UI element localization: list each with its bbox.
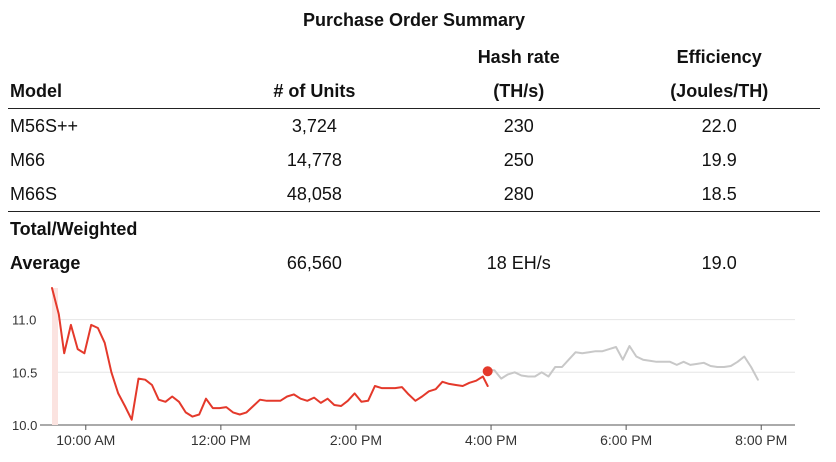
model-cell: M66S xyxy=(10,184,58,204)
total-label-line2: Average xyxy=(10,253,81,273)
units-cell: 48,058 xyxy=(286,184,342,204)
hash-rate-header: Hash rate xyxy=(477,47,560,67)
efficiency-cell: 22.0 xyxy=(701,116,737,136)
efficiency-unit-header: (Joules/TH) xyxy=(618,74,820,109)
header-row-1: Hash rate Efficiency xyxy=(8,40,820,74)
total-efficiency-cell: 19.0 xyxy=(701,253,737,273)
efficiency-cell: 19.9 xyxy=(701,150,737,170)
intraday-chart: 10.0 10.5 11.0 10:00 AM 12:00 PM 2:00 PM 4:00 … xyxy=(0,280,836,457)
current-point-marker xyxy=(482,366,493,377)
total-units-cell: 66,560 xyxy=(286,253,342,273)
table-row: M56S++ 3,724 230 22.0 xyxy=(8,109,820,144)
y-tick-label: 11.0 xyxy=(12,313,36,328)
x-tick-label: 12:00 PM xyxy=(191,432,251,448)
series-line-today xyxy=(51,287,489,421)
hash-rate-cell: 250 xyxy=(503,150,534,170)
table-row: M66 14,778 250 19.9 xyxy=(8,143,820,177)
x-tick-label: 10:00 AM xyxy=(56,432,115,448)
x-tick-label: 4:00 PM xyxy=(465,432,517,448)
model-cell: M56S++ xyxy=(10,116,79,136)
y-tick-label: 10.0 xyxy=(12,418,37,433)
efficiency-header: Efficiency xyxy=(676,47,762,67)
page-title: Purchase Order Summary xyxy=(302,10,526,30)
hash-rate-unit-header: (TH/s) xyxy=(419,74,619,109)
price-line-chart: 10.0 10.5 11.0 10:00 AM 12:00 PM 2:00 PM 4:00 … xyxy=(12,287,795,448)
total-row-values: Average 66,560 18 EH/s 19.0 xyxy=(8,246,820,280)
model-header: Model xyxy=(8,74,210,109)
model-cell: M66 xyxy=(10,150,46,170)
y-tick-label: 10.5 xyxy=(12,365,37,380)
total-row: Total/Weighted xyxy=(8,211,820,246)
table-row: M66S 48,058 280 18.5 xyxy=(8,177,820,212)
total-label-line1: Total/Weighted xyxy=(8,211,210,246)
purchase-order-table: Hash rate Efficiency Model # of Units (T… xyxy=(8,40,820,280)
units-header: # of Units xyxy=(209,74,420,109)
units-cell: 3,724 xyxy=(291,116,337,136)
units-cell: 14,778 xyxy=(286,150,342,170)
header-row-2: Model # of Units (TH/s) (Joules/TH) xyxy=(8,74,820,109)
hash-rate-cell: 230 xyxy=(503,116,534,136)
total-hash-rate-cell: 18 EH/s xyxy=(486,253,551,273)
highlight-band xyxy=(52,288,58,425)
x-tick-label: 6:00 PM xyxy=(600,432,652,448)
series-line-previous xyxy=(486,345,759,381)
x-tick-label: 8:00 PM xyxy=(735,432,787,448)
x-tick-label: 2:00 PM xyxy=(330,432,382,448)
hash-rate-cell: 280 xyxy=(503,184,534,204)
efficiency-cell: 18.5 xyxy=(701,184,737,204)
